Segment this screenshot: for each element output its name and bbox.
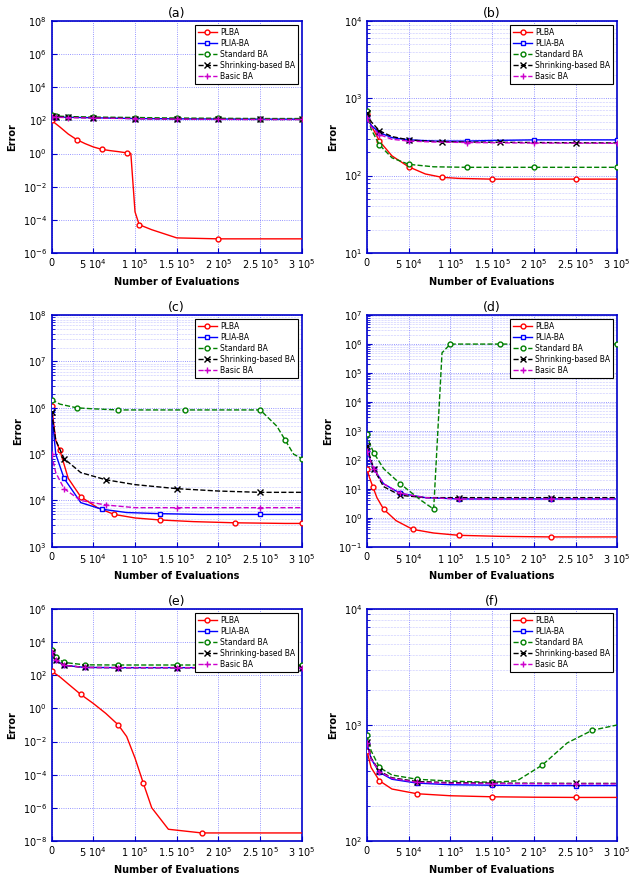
Legend: PLBA, PLIA-BA, Standard BA, Shrinking-based BA, Basic BA: PLBA, PLIA-BA, Standard BA, Shrinking-ba… [510,319,614,377]
X-axis label: Number of Evaluations: Number of Evaluations [429,571,555,581]
X-axis label: Number of Evaluations: Number of Evaluations [429,865,555,875]
Legend: PLBA, PLIA-BA, Standard BA, Shrinking-based BA, Basic BA: PLBA, PLIA-BA, Standard BA, Shrinking-ba… [195,25,298,84]
Y-axis label: Error: Error [328,711,338,739]
Title: (b): (b) [483,7,501,20]
Y-axis label: Error: Error [323,417,332,445]
Title: (a): (a) [168,7,186,20]
Y-axis label: Error: Error [7,123,17,151]
Legend: PLBA, PLIA-BA, Standard BA, Shrinking-based BA, Basic BA: PLBA, PLIA-BA, Standard BA, Shrinking-ba… [510,613,614,672]
X-axis label: Number of Evaluations: Number of Evaluations [114,277,239,287]
Y-axis label: Error: Error [328,123,338,151]
Title: (f): (f) [485,595,499,608]
Title: (e): (e) [168,595,186,608]
Y-axis label: Error: Error [13,417,23,445]
X-axis label: Number of Evaluations: Number of Evaluations [429,277,555,287]
X-axis label: Number of Evaluations: Number of Evaluations [114,571,239,581]
Legend: PLBA, PLIA-BA, Standard BA, Shrinking-based BA, Basic BA: PLBA, PLIA-BA, Standard BA, Shrinking-ba… [195,613,298,672]
Title: (c): (c) [168,301,185,314]
X-axis label: Number of Evaluations: Number of Evaluations [114,865,239,875]
Legend: PLBA, PLIA-BA, Standard BA, Shrinking-based BA, Basic BA: PLBA, PLIA-BA, Standard BA, Shrinking-ba… [195,319,298,377]
Legend: PLBA, PLIA-BA, Standard BA, Shrinking-based BA, Basic BA: PLBA, PLIA-BA, Standard BA, Shrinking-ba… [510,25,614,84]
Title: (d): (d) [483,301,501,314]
Y-axis label: Error: Error [7,711,17,739]
